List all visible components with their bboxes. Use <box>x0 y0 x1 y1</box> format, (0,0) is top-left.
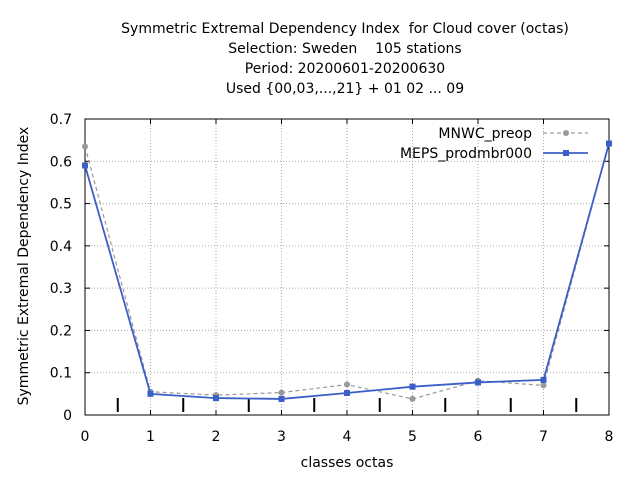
data-point <box>540 376 547 383</box>
x-axis-label: classes octas <box>300 455 394 471</box>
y-tick-label: 0.2 <box>50 323 72 339</box>
data-point <box>344 381 350 388</box>
data-point <box>606 140 612 147</box>
x-tick-label: 8 <box>605 429 614 445</box>
chart-title-line: Selection: Sweden 105 stations <box>228 41 462 57</box>
data-point <box>213 395 219 402</box>
data-point <box>278 389 285 396</box>
x-tick-label: 3 <box>277 429 286 445</box>
y-tick-label: 0.5 <box>50 197 72 213</box>
series-line <box>84 143 610 400</box>
grid <box>85 119 609 415</box>
y-tick-label: 0.4 <box>50 239 72 255</box>
data-point <box>540 382 547 389</box>
data-point <box>147 390 154 397</box>
data-point <box>409 383 416 390</box>
data-point <box>344 390 350 397</box>
legend-label: MNWC_preop <box>438 126 532 142</box>
x-tick-label: 4 <box>343 429 352 445</box>
x-tick-label: 0 <box>81 429 90 445</box>
data-point <box>475 379 481 386</box>
x-tick-label: 2 <box>212 429 221 445</box>
x-tick-label: 6 <box>474 429 483 445</box>
data-point <box>409 395 416 402</box>
y-tick-label: 0.6 <box>50 154 72 170</box>
y-tick-label: 0 <box>63 408 72 424</box>
data-point <box>82 162 88 169</box>
x-tick-label: 5 <box>408 429 417 445</box>
y-tick-label: 0.7 <box>50 112 72 128</box>
legend: MNWC_preop MEPS_prodmbr000 <box>400 126 588 162</box>
legend-swatch-marker <box>563 150 569 156</box>
legend-label: MEPS_prodmbr000 <box>400 146 532 162</box>
axes: 0 1 2 3 4 5 6 7 8 0 0.1 0.2 0.3 0.4 0.5 0.6 0.7 <box>50 112 614 445</box>
legend-swatch-marker <box>563 130 569 136</box>
series-line <box>84 143 610 400</box>
series-layer <box>82 140 612 402</box>
chart-title-line: Used {00,03,...,21} + 01 02 ... 09 <box>225 81 465 97</box>
y-tick-label: 0.1 <box>50 366 72 382</box>
chart-title-line: Symmetric Extremal Dependency Index for … <box>121 21 569 37</box>
x-tick-label: 1 <box>146 429 155 445</box>
data-point <box>278 395 285 402</box>
x-tick-label: 7 <box>539 429 548 445</box>
y-tick-label: 0.3 <box>50 281 72 297</box>
data-point <box>82 143 88 150</box>
chart-title-line: Period: 20200601-20200630 <box>244 61 446 77</box>
y-axis-label: Symmetric Extremal Dependency Index <box>16 126 32 406</box>
